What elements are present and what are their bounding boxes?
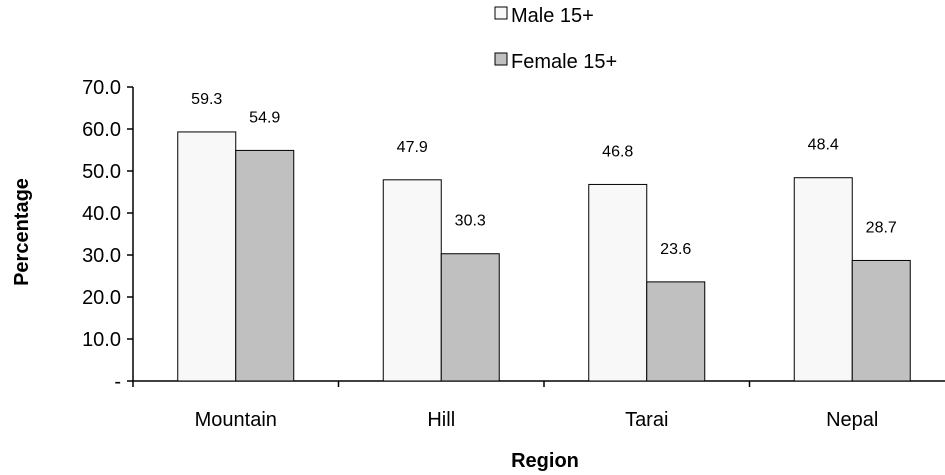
x-tick-label: Nepal: [826, 409, 878, 431]
y-tick-label: 10.0: [82, 329, 121, 351]
data-label: 46.8: [602, 143, 633, 160]
bar: [382, 179, 442, 382]
bar: [177, 131, 237, 382]
bar: [851, 259, 911, 382]
bar: [646, 281, 706, 382]
y-tick-label: 50.0: [82, 161, 121, 183]
y-axis-title: Percentage: [11, 178, 33, 286]
bar: [588, 183, 648, 382]
data-label: 23.6: [660, 241, 691, 258]
y-tick-label: 70.0: [82, 77, 121, 99]
data-label: 30.3: [455, 213, 486, 230]
bars: [177, 131, 911, 382]
x-tick-label: Hill: [427, 409, 455, 431]
data-label: 47.9: [397, 139, 428, 156]
legend-label: Female 15+: [511, 51, 617, 73]
x-tick-label: Mountain: [195, 409, 277, 431]
y-tick-label: 30.0: [82, 245, 121, 267]
x-tick-label: Tarai: [625, 409, 668, 431]
x-axis: Mountain Hill Tarai Nepal: [132, 380, 945, 431]
y-tick-label: -: [114, 371, 121, 393]
legend-swatch: [494, 6, 508, 20]
data-label: 59.3: [191, 91, 222, 108]
value-labels: 59.3 54.9 47.9 30.3 46.8 23.6 48.4 28.7: [191, 91, 897, 258]
data-label: 54.9: [249, 109, 280, 126]
legend-label: Male 15+: [511, 5, 594, 27]
y-tick-label: 40.0: [82, 203, 121, 225]
data-label: 48.4: [808, 137, 839, 154]
legend: Male 15+ Female 15+: [494, 5, 617, 73]
y-axis: - 10.0 20.0 30.0 40.0 50.0 60.0 70.0: [82, 77, 134, 393]
y-tick-label: 20.0: [82, 287, 121, 309]
legend-swatch: [494, 52, 508, 66]
y-tick-label: 60.0: [82, 119, 121, 141]
bar: [440, 253, 500, 382]
data-label: 28.7: [866, 219, 897, 236]
bar: [793, 177, 853, 382]
bar: [235, 149, 295, 382]
x-axis-title: Region: [511, 450, 579, 472]
